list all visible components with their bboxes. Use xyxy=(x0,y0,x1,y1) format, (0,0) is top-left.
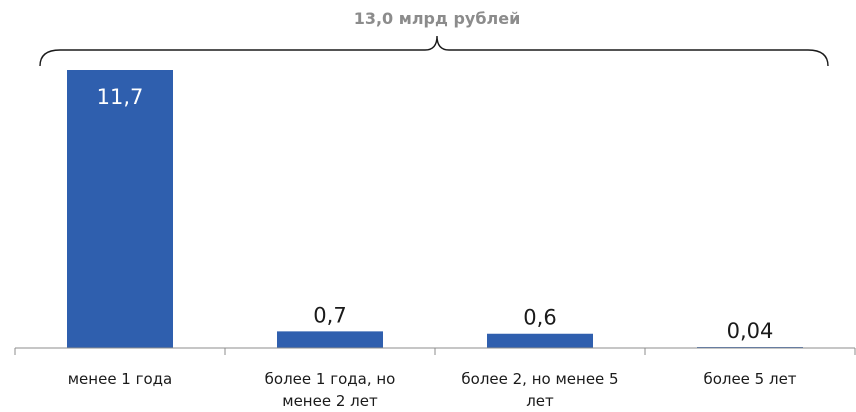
x-axis: менее 1 года более 1 года, но менее 2 летб… xyxy=(14,347,856,410)
data-label: 0,7 xyxy=(313,303,346,327)
data-label: 0,04 xyxy=(727,319,774,343)
category-label: более 1 года, но менее 2 лет xyxy=(265,370,396,410)
category-label-line: менее 2 лет xyxy=(282,392,378,410)
category-label-line: более 5 лет xyxy=(703,370,796,388)
total-brace xyxy=(39,35,829,67)
category-label-line: более 1 года, но xyxy=(265,370,396,388)
category-label-line: более 2, но менее 5 xyxy=(461,370,618,388)
data-label: 0,6 xyxy=(523,306,556,330)
bar xyxy=(277,331,383,348)
total-label: 13,0 млрд рублей xyxy=(354,9,521,28)
category-label: менее 1 года xyxy=(68,370,173,388)
bar xyxy=(487,333,593,348)
category-label: более 5 лет xyxy=(703,370,796,388)
category-label: более 2, но менее 5 лет xyxy=(461,370,618,410)
category-label-line: лет xyxy=(526,392,554,410)
category-label-line: менее 1 года xyxy=(68,370,173,388)
bar xyxy=(67,70,173,348)
data-label: 11,7 xyxy=(97,85,144,109)
bars-group: 11,7 0,7 0,6 0,04 xyxy=(67,70,803,349)
